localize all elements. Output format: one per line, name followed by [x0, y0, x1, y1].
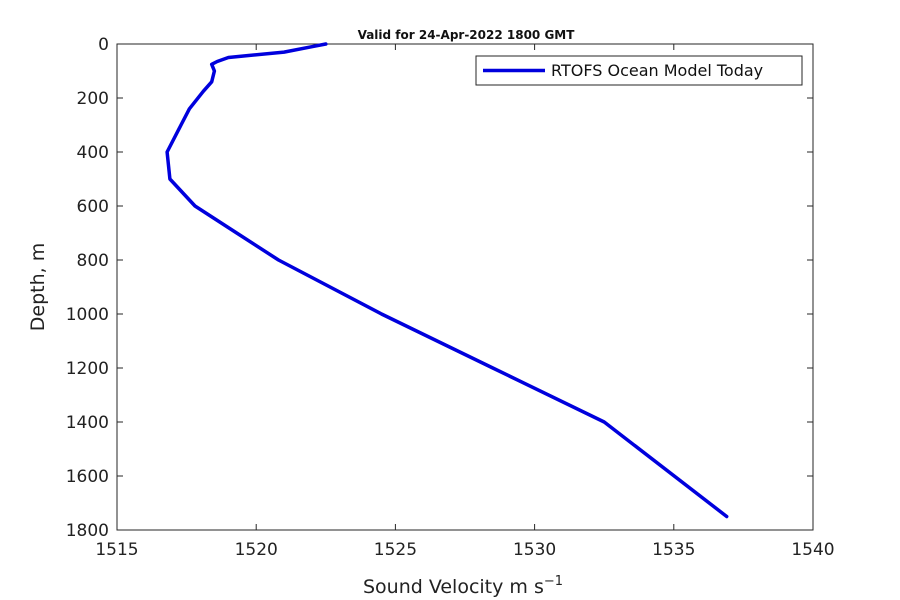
x-axis: 1515 1520 1525 1530 1535 1540 [95, 44, 835, 560]
y-tick-label: 400 [77, 143, 109, 163]
legend-label: RTOFS Ocean Model Today [551, 61, 763, 80]
x-tick-label: 1520 [235, 540, 278, 560]
x-tick-label: 1535 [652, 540, 695, 560]
y-tick-label: 1200 [66, 359, 109, 379]
x-tick-label: 1525 [374, 540, 417, 560]
y-tick-label: 0 [98, 35, 109, 55]
x-tick-label: 1530 [513, 540, 556, 560]
y-tick-label: 200 [77, 89, 109, 109]
chart-title: Valid for 24-Apr-2022 1800 GMT [358, 28, 576, 42]
x-tick-label: 1515 [95, 540, 138, 560]
series-line-rtofs [165, 42, 729, 519]
plot-area [116, 43, 814, 531]
y-tick-label: 800 [77, 251, 109, 271]
x-tick-label: 1540 [791, 540, 834, 560]
y-tick-label: 1800 [66, 521, 109, 541]
legend: RTOFS Ocean Model Today [475, 55, 803, 86]
y-axis: 0 200 400 600 800 1000 1200 1400 1600 1800 [66, 35, 813, 541]
y-axis-label: Depth, m [27, 243, 49, 331]
y-tick-label: 1400 [66, 413, 109, 433]
y-tick-label: 600 [77, 197, 109, 217]
y-tick-label: 1600 [66, 467, 109, 487]
x-axis-label: Sound Velocity m s−1 [363, 574, 563, 598]
y-tick-label: 1000 [66, 305, 109, 325]
